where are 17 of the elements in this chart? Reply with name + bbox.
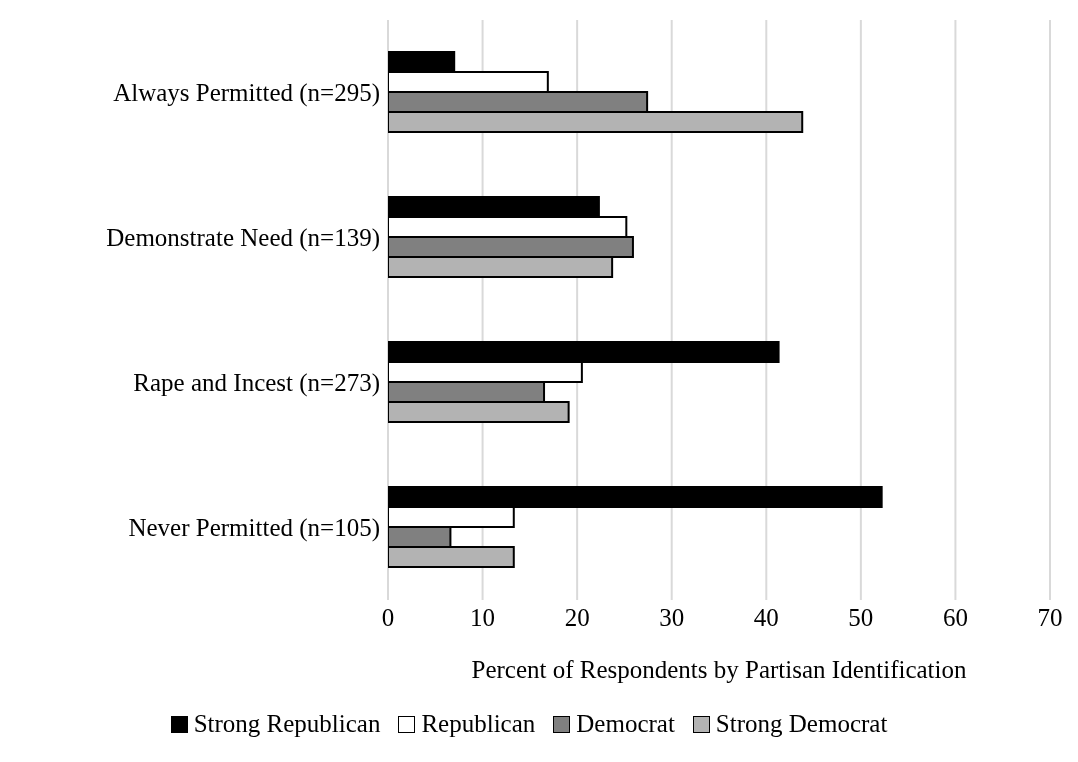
legend-label: Strong Republican bbox=[192, 710, 381, 738]
x-tick-label: 40 bbox=[753, 603, 779, 631]
x-tick-label: 70 bbox=[1037, 603, 1063, 631]
legend-label: Republican bbox=[420, 710, 536, 738]
x-tick-label: 0 bbox=[381, 603, 395, 631]
x-tick-label: 30 bbox=[659, 603, 685, 631]
y-tick-label: Always Permitted (n=295) bbox=[113, 79, 380, 108]
x-tick-label: 10 bbox=[470, 603, 496, 631]
legend-label: Democrat bbox=[575, 710, 675, 738]
y-tick-label: Never Permitted (n=105) bbox=[128, 514, 380, 543]
x-tick-label: 60 bbox=[942, 603, 968, 631]
legend-label: Strong Democrat bbox=[714, 710, 888, 738]
x-tick-label: 50 bbox=[848, 603, 874, 631]
y-tick-label: Demonstrate Need (n=139) bbox=[106, 224, 380, 253]
y-tick-label: Rape and Incest (n=273) bbox=[133, 369, 380, 398]
x-axis-title: Percent of Respondents by Partisan Identification bbox=[471, 656, 967, 683]
x-tick-label: 20 bbox=[564, 603, 590, 631]
